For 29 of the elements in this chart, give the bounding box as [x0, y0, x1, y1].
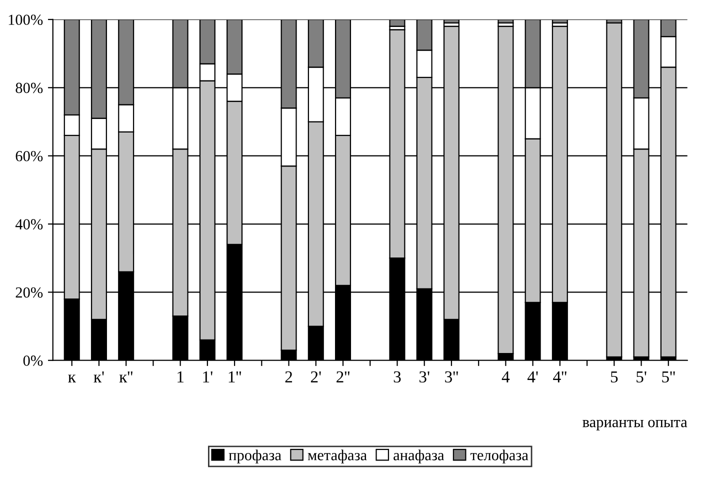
x-tick-label: к	[68, 374, 76, 382]
legend-label: метафаза	[308, 450, 367, 464]
y-tick-label: 20%	[16, 287, 43, 298]
x-tick-label: 1	[178, 371, 184, 382]
y-tick-label: 0%	[23, 356, 43, 366]
x-tick-label: 5''	[662, 371, 675, 383]
legend-label: профаза	[228, 450, 282, 464]
y-tick-label: 100%	[8, 14, 43, 25]
y-tick-label: 60%	[16, 150, 43, 162]
legend-label: телофаза	[470, 450, 528, 464]
legend-label: анафаза	[394, 450, 444, 464]
x-tick-label: 2'	[310, 371, 321, 382]
x-tick-label: 1'	[203, 371, 212, 382]
x-tick-label: 5	[610, 371, 618, 383]
x-tick-label: к''	[119, 371, 132, 382]
y-tick-label: 80%	[16, 82, 43, 94]
x-tick-label: 2''	[336, 371, 350, 382]
x-tick-label: 3''	[445, 371, 458, 383]
x-tick-label: 5'	[636, 371, 646, 383]
x-tick-label: 3'	[419, 371, 430, 383]
x-tick-label: 4	[502, 371, 510, 382]
x-tick-label: 1''	[228, 371, 242, 382]
x-tick-label: 2	[285, 371, 292, 382]
x-axis-title: варианты опыта	[582, 420, 688, 430]
x-tick-label: 4'	[527, 371, 538, 382]
x-tick-label: к'	[94, 371, 104, 382]
x-tick-label: 3	[394, 371, 401, 383]
y-tick-label: 40%	[15, 219, 43, 230]
x-tick-label: 4''	[553, 371, 566, 382]
